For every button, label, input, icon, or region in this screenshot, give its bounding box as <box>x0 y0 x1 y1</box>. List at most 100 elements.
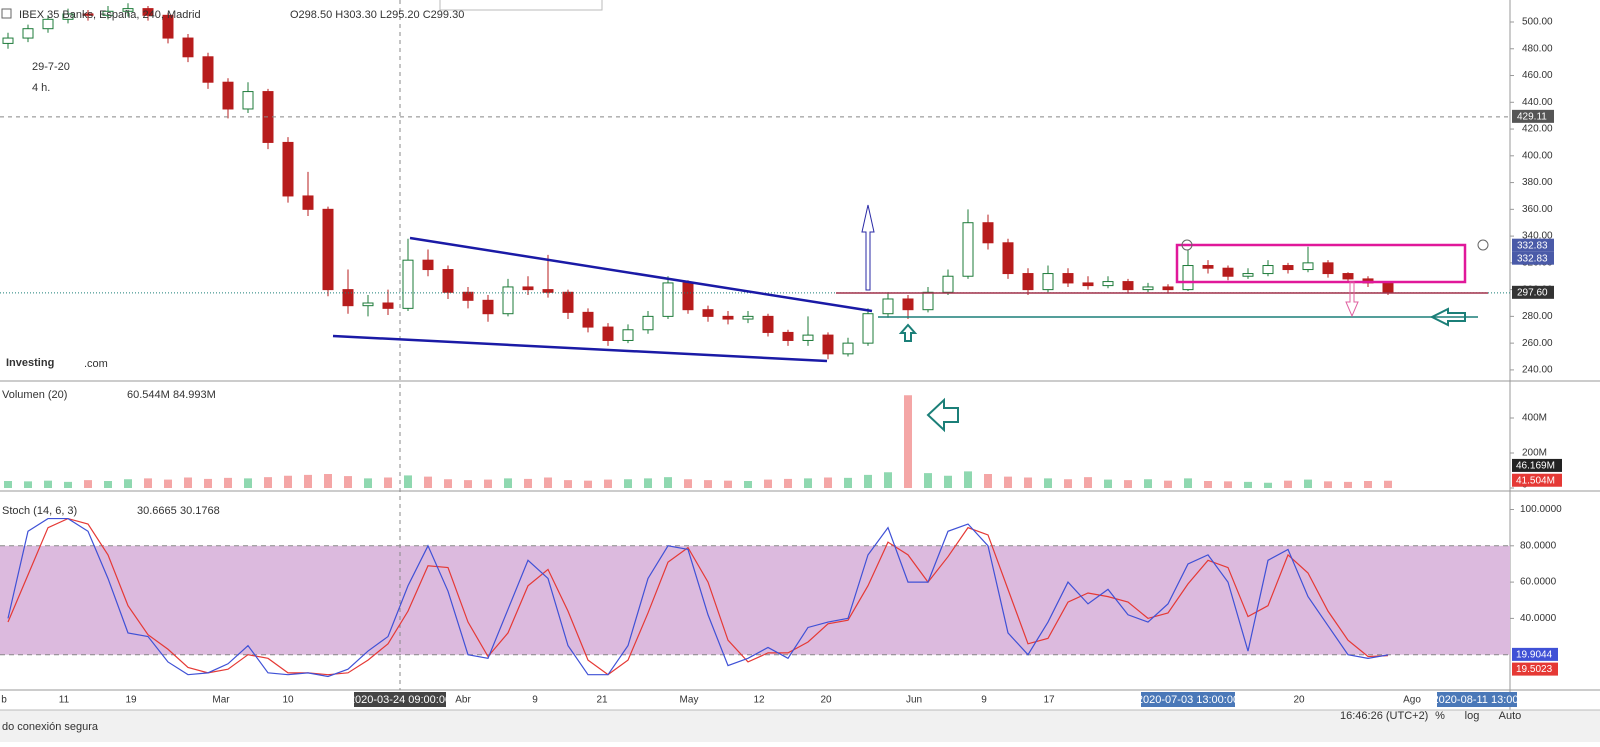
x-tick-label: 21 <box>596 695 608 706</box>
candle-body <box>622 329 634 341</box>
volume-bar <box>824 477 832 488</box>
volume-bar <box>204 478 212 488</box>
volume-bar <box>1144 479 1152 488</box>
volume-bar <box>764 479 772 488</box>
candle-body <box>382 302 394 309</box>
volume-bar <box>524 478 532 488</box>
price-tag <box>1512 109 1554 123</box>
status-button[interactable]: Auto <box>1499 710 1522 722</box>
volume-bar <box>964 471 972 488</box>
candle-body <box>442 269 454 293</box>
volume-bar <box>124 479 132 488</box>
volume-bar <box>1384 480 1392 488</box>
volume-bar <box>244 478 252 488</box>
candle-body <box>522 286 534 291</box>
candle-body <box>1002 242 1014 275</box>
y-tick-label: 460.00 <box>1522 70 1553 81</box>
note: 29-7-20 <box>32 61 70 73</box>
volume-bar <box>804 478 812 488</box>
left-arrow <box>1429 307 1466 327</box>
candle-body <box>502 286 514 315</box>
volume-bar <box>1184 478 1192 488</box>
status-bar <box>0 710 1600 742</box>
candle-body <box>1182 265 1194 291</box>
volume-bar <box>984 474 992 488</box>
volume-bar <box>184 477 192 488</box>
volume-legend: 84.993M <box>173 389 216 401</box>
y-tick-label: 240.00 <box>1522 365 1553 376</box>
volume-bar <box>304 474 312 488</box>
stoch-tag-label: 19.9044 <box>1516 650 1553 661</box>
volume-bar <box>24 481 32 488</box>
candle-body <box>602 326 614 341</box>
status-button[interactable]: % <box>1435 710 1445 722</box>
popup-box <box>439 0 603 11</box>
x-tick-label: 20 <box>1293 695 1305 706</box>
y-tick-label: 340.00 <box>1522 231 1553 242</box>
candle-body <box>282 141 294 197</box>
x-tick-label: Ago <box>1403 695 1421 706</box>
brand-suffix: .com <box>84 358 108 370</box>
volume-bar <box>564 480 572 488</box>
candle-body <box>1322 262 1334 275</box>
x-tick-label: Mar <box>212 695 230 706</box>
candle-body <box>982 222 994 244</box>
y-tick-label: 440.00 <box>1522 97 1553 108</box>
volume-bar <box>1004 476 1012 488</box>
candle-body <box>1242 273 1254 277</box>
x-tick-label: 9 <box>981 695 987 706</box>
stoch-line <box>7 517 1389 678</box>
up-arrow <box>861 204 875 291</box>
collapse-icon[interactable] <box>1 8 12 19</box>
x-tick-label: Abr <box>455 695 471 706</box>
ohlc-values: O298.50 H303.30 L295.20 C299.30 <box>290 9 464 21</box>
y-tick-label: 480.00 <box>1522 43 1553 54</box>
candle-body <box>1022 273 1034 291</box>
date-marker-bg <box>1437 692 1517 707</box>
candle-body <box>422 259 434 271</box>
candle-body <box>1162 286 1174 291</box>
volume-bar <box>1044 478 1052 488</box>
price-tag-label: 332.83 <box>1517 240 1548 251</box>
volume-bar <box>1244 481 1252 488</box>
x-tick-label: Jun <box>906 695 922 706</box>
volume-bar <box>864 474 872 488</box>
x-tick-label: 20 <box>820 695 832 706</box>
candle-body <box>122 8 134 12</box>
candle-body <box>2 37 14 44</box>
candle-body <box>1142 286 1154 291</box>
volume-bar <box>1364 481 1372 488</box>
candle-body <box>802 334 814 341</box>
volume-tag-label: 46.169M <box>1516 461 1555 472</box>
volume-bar <box>64 481 72 488</box>
x-tick-label: 12 <box>753 695 765 706</box>
volume-bar <box>624 479 632 488</box>
volume-bar <box>1104 479 1112 488</box>
y-tick-label: 80.0000 <box>1520 540 1557 551</box>
candle-body <box>1042 273 1054 291</box>
candle-body <box>862 313 874 344</box>
volume-tag-label: 41.504M <box>1516 475 1555 486</box>
volume-tag <box>1512 458 1562 472</box>
candle-body <box>162 14 174 39</box>
candle-body <box>882 298 894 315</box>
wedge-lower <box>332 334 828 363</box>
chart-title: IBEX 35 Banks, España, 240, Madrid <box>19 9 201 21</box>
handle <box>1181 239 1193 251</box>
volume-title: Volumen (20) <box>2 389 67 401</box>
x-tick-label: b <box>1 695 7 706</box>
y-tick-label: 40.0000 <box>1520 613 1557 624</box>
candle-body <box>1262 265 1274 275</box>
stoch-legend: 30.6665 <box>137 505 177 517</box>
price-tag <box>1512 285 1554 299</box>
y-tick-label: 280.00 <box>1522 311 1553 322</box>
y-tick-label: 420.00 <box>1522 124 1553 135</box>
status-button[interactable]: log <box>1465 710 1480 722</box>
candle-body <box>302 195 314 210</box>
candle-body <box>782 331 794 341</box>
candle-body <box>702 309 714 317</box>
candle-body <box>102 10 114 16</box>
volume-bar <box>1084 477 1092 488</box>
volume-bar <box>344 476 352 488</box>
x-tick-label: 9 <box>532 695 538 706</box>
